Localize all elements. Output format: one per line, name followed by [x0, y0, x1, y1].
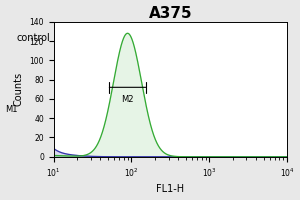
Text: M2: M2 [121, 95, 134, 104]
Title: A375: A375 [148, 6, 192, 21]
Text: M1: M1 [5, 105, 18, 114]
Y-axis label: Counts: Counts [14, 72, 24, 106]
X-axis label: FL1-H: FL1-H [156, 184, 184, 194]
Text: control: control [16, 33, 50, 43]
